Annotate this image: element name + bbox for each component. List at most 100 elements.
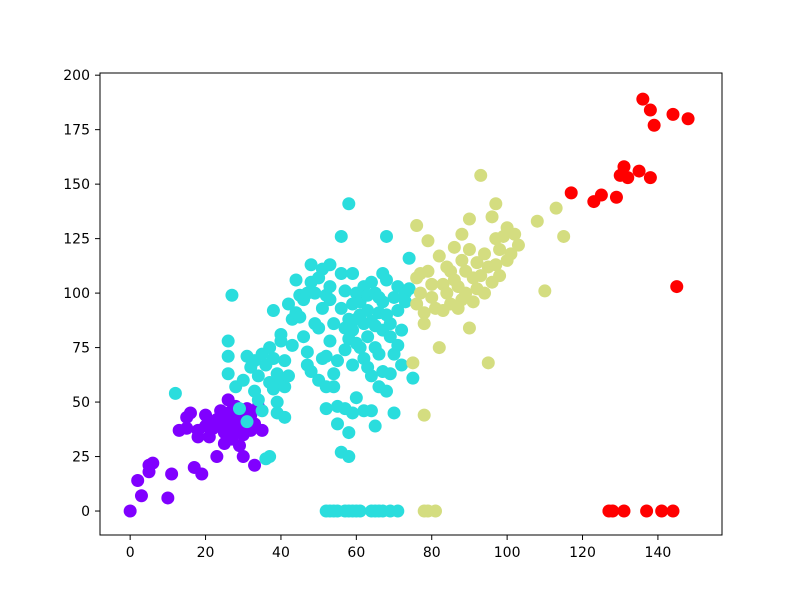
scatter-point bbox=[278, 410, 292, 424]
scatter-point bbox=[338, 284, 352, 298]
scatter-point bbox=[391, 304, 405, 318]
scatter-point bbox=[251, 393, 265, 407]
scatter-point bbox=[455, 227, 469, 241]
scatter-point bbox=[274, 328, 288, 342]
scatter-point bbox=[146, 456, 160, 470]
scatter-point bbox=[346, 323, 360, 337]
scatter-point bbox=[221, 334, 235, 348]
scatter-point bbox=[221, 367, 235, 381]
scatter-point bbox=[406, 356, 420, 370]
scatter-point bbox=[330, 417, 344, 431]
scatter-point bbox=[549, 201, 563, 215]
scatter-point bbox=[432, 249, 446, 263]
scatter-point bbox=[195, 467, 209, 481]
scatter-point bbox=[323, 280, 337, 294]
scatter-point bbox=[221, 349, 235, 363]
scatter-point bbox=[263, 341, 277, 355]
y-tick-label: 75 bbox=[72, 341, 90, 357]
scatter-point bbox=[232, 439, 246, 453]
scatter-point bbox=[364, 404, 378, 418]
scatter-point bbox=[402, 282, 416, 296]
plot-frame bbox=[99, 72, 723, 536]
scatter-point bbox=[327, 317, 341, 331]
y-tick-label: 150 bbox=[63, 177, 90, 193]
scatter-point bbox=[429, 504, 443, 518]
scatter-point bbox=[323, 293, 337, 307]
scatter-point bbox=[391, 504, 405, 518]
scatter-point bbox=[462, 243, 476, 257]
scatter-point bbox=[319, 349, 333, 363]
scatter-point bbox=[240, 415, 254, 429]
scatter-point bbox=[478, 247, 492, 261]
scatter-point bbox=[364, 275, 378, 289]
scatter-point bbox=[236, 373, 250, 387]
y-tick-label: 25 bbox=[72, 450, 90, 466]
scatter-point bbox=[493, 243, 507, 257]
scatter-point bbox=[421, 264, 435, 278]
scatter-point bbox=[485, 210, 499, 224]
scatter-point bbox=[606, 504, 620, 518]
scatter-point bbox=[323, 258, 337, 272]
scatter-point bbox=[402, 251, 416, 265]
scatter-point bbox=[165, 467, 179, 481]
y-axis: 0 25 50 75 100 125 150 175 200 bbox=[63, 68, 100, 520]
scatter-point bbox=[666, 107, 680, 121]
scatter-point bbox=[161, 491, 175, 505]
scatter-point bbox=[251, 369, 265, 383]
scatter-point bbox=[270, 395, 284, 409]
scatter-point bbox=[191, 430, 205, 444]
x-tick-label: 40 bbox=[272, 545, 290, 561]
scatter-point bbox=[489, 197, 503, 211]
scatter-point bbox=[123, 504, 137, 518]
scatter-point bbox=[459, 286, 473, 300]
scatter-point bbox=[281, 369, 295, 383]
scatter-point bbox=[225, 288, 239, 302]
scatter-point bbox=[425, 290, 439, 304]
scatter-point bbox=[266, 351, 280, 365]
scatter-point bbox=[168, 386, 182, 400]
scatter-point bbox=[387, 406, 401, 420]
scatter-point bbox=[285, 338, 299, 352]
scatter-point bbox=[334, 229, 348, 243]
scatter-point bbox=[379, 273, 393, 287]
x-tick-label: 60 bbox=[347, 545, 365, 561]
scatter-point bbox=[417, 306, 431, 320]
scatter-point bbox=[681, 112, 695, 126]
scatter-point bbox=[410, 219, 424, 233]
scatter-point bbox=[342, 426, 356, 440]
y-tick-label: 200 bbox=[63, 68, 90, 84]
scatter-point bbox=[293, 310, 307, 324]
scatter-point bbox=[666, 504, 680, 518]
scatter-point bbox=[617, 160, 631, 174]
x-tick-label: 120 bbox=[569, 545, 596, 561]
scatter-point bbox=[376, 295, 390, 309]
scatter-point bbox=[643, 103, 657, 117]
scatter-point bbox=[617, 504, 631, 518]
scatter-point bbox=[300, 345, 314, 359]
scatter-point bbox=[440, 286, 454, 300]
scatter-point bbox=[319, 402, 333, 416]
scatter-point bbox=[481, 356, 495, 370]
scatter-point bbox=[383, 367, 397, 381]
scatter-point bbox=[180, 421, 194, 435]
scatter-point bbox=[255, 404, 269, 418]
scatter-point bbox=[304, 365, 318, 379]
scatter-point bbox=[395, 358, 409, 372]
scatter-point bbox=[432, 341, 446, 355]
scatter-point bbox=[361, 330, 375, 344]
scatter-point bbox=[248, 458, 262, 472]
scatter-point bbox=[263, 450, 277, 464]
scatter-point bbox=[183, 406, 197, 420]
scatter-point bbox=[304, 258, 318, 272]
scatter-point bbox=[346, 358, 360, 372]
scatter-point bbox=[557, 229, 571, 243]
scatter-point bbox=[346, 406, 360, 420]
y-tick-label: 175 bbox=[63, 123, 90, 139]
scatter-point bbox=[361, 304, 375, 318]
scatter-point bbox=[289, 273, 303, 287]
scatter-point bbox=[364, 369, 378, 383]
scatter-point bbox=[349, 391, 363, 405]
scatter-point bbox=[398, 295, 412, 309]
scatter-point bbox=[338, 343, 352, 357]
